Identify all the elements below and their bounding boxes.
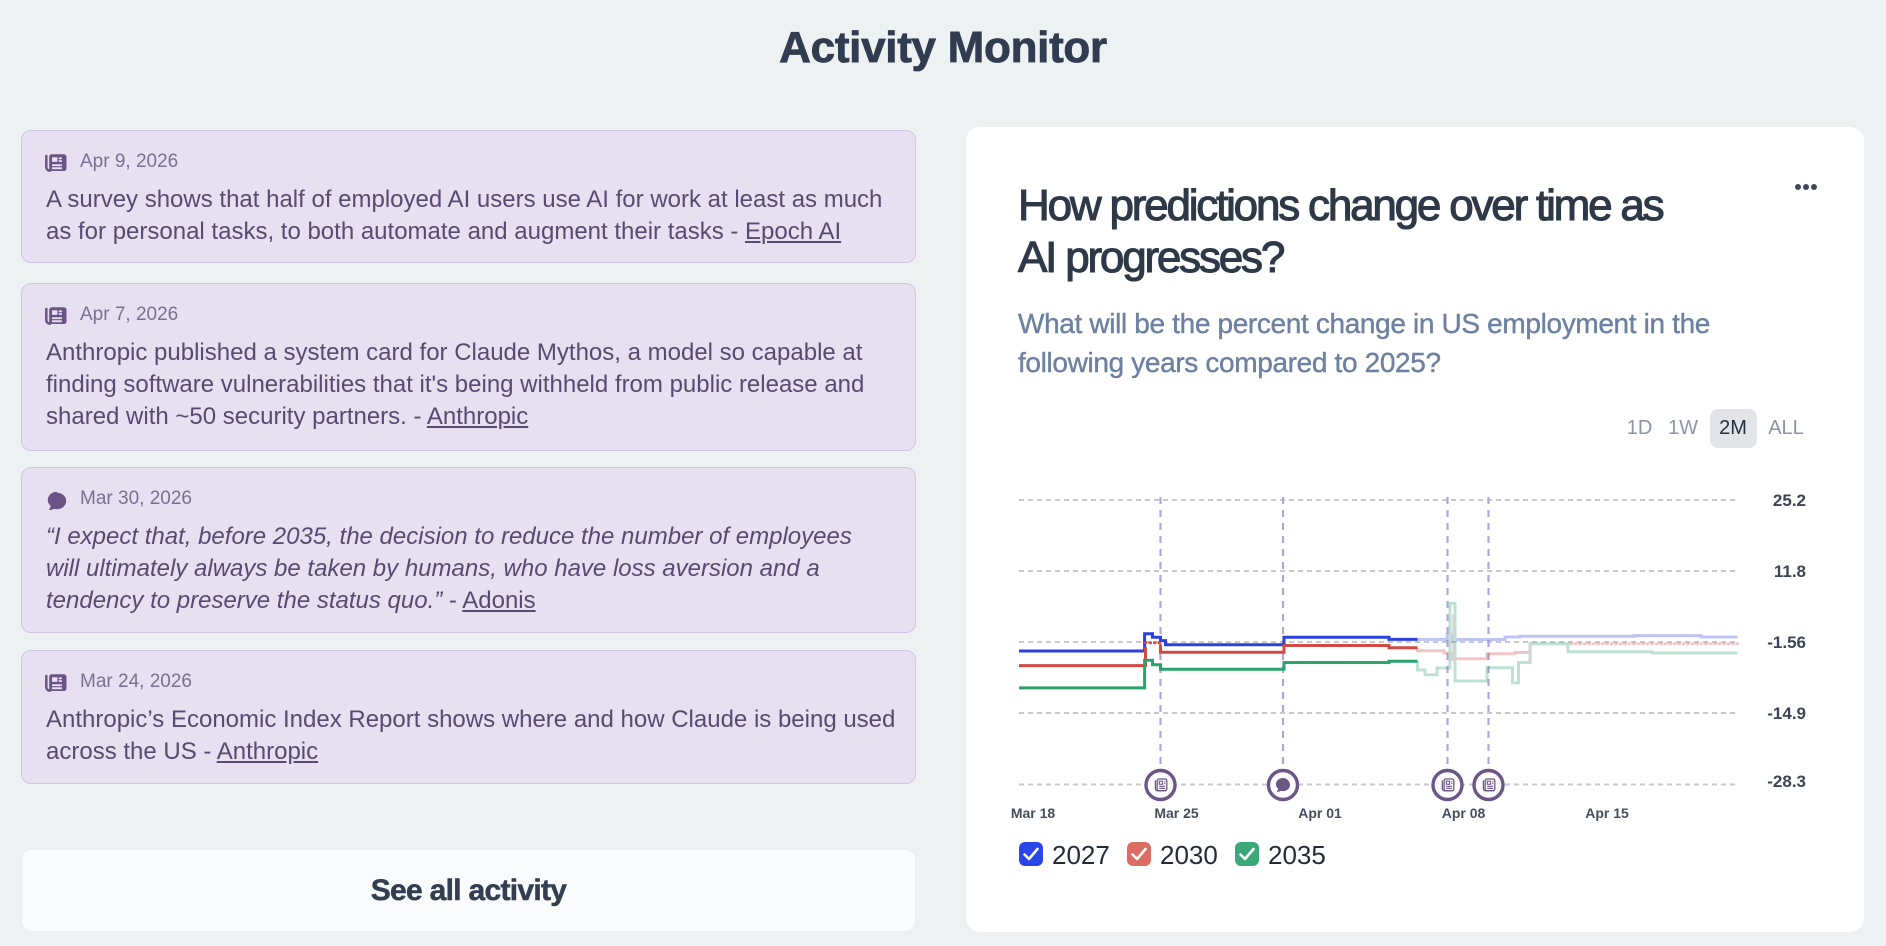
svg-text:Apr 01: Apr 01 — [1298, 805, 1342, 821]
svg-text:Mar 25: Mar 25 — [1154, 805, 1199, 821]
svg-text:Mar 18: Mar 18 — [1011, 805, 1056, 821]
svg-text:11.8: 11.8 — [1774, 562, 1806, 581]
svg-text:Apr 08: Apr 08 — [1442, 805, 1486, 821]
svg-text:-1.56: -1.56 — [1767, 633, 1806, 652]
svg-text:-14.9: -14.9 — [1767, 704, 1806, 723]
svg-text:25.2: 25.2 — [1773, 491, 1806, 510]
svg-text:Apr 15: Apr 15 — [1585, 805, 1629, 821]
svg-text:-28.3: -28.3 — [1767, 772, 1806, 791]
